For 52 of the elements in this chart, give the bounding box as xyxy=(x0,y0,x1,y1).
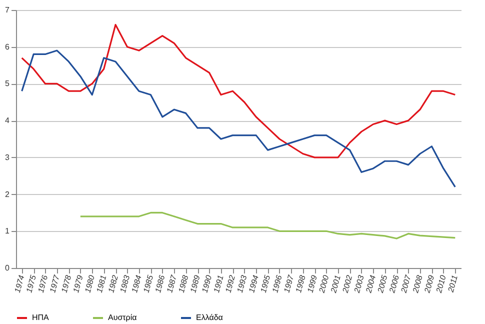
y-tick-label: 5 xyxy=(5,79,10,88)
x-tick-label: 2001 xyxy=(328,274,342,295)
x-tick-label: 1986 xyxy=(153,274,167,294)
x-tick-label: 1981 xyxy=(94,274,108,294)
x-tick-label: 1977 xyxy=(48,274,62,294)
x-tick-label: 2007 xyxy=(399,274,413,295)
x-tick-label: 2006 xyxy=(387,274,402,295)
x-tick-label: 1995 xyxy=(258,274,272,294)
line-series xyxy=(21,50,456,188)
x-tick-label: 1997 xyxy=(282,274,296,294)
x-tick-label: 2010 xyxy=(434,274,448,295)
x-tick-label: 1992 xyxy=(224,274,238,294)
y-tick-label: 2 xyxy=(5,190,10,199)
line-series xyxy=(80,212,456,240)
y-tick-label: 7 xyxy=(5,6,10,14)
x-tick-label: 2000 xyxy=(317,274,331,295)
x-tick-label: 1998 xyxy=(294,274,308,294)
y-tick-label: 4 xyxy=(5,116,10,126)
x-tick-label: 1978 xyxy=(60,274,74,294)
x-tick-label: 1976 xyxy=(36,274,50,294)
x-tick-label: 2005 xyxy=(376,274,390,295)
x-tick-label: 1988 xyxy=(176,274,190,294)
x-tick-label: 1993 xyxy=(235,274,249,294)
x-tick-label: 1979 xyxy=(71,274,85,294)
x-tick-label: 1996 xyxy=(270,274,284,294)
y-tick-label: 1 xyxy=(5,226,10,236)
x-tick-label: 2008 xyxy=(410,274,425,295)
x-tick-label: 1975 xyxy=(24,274,38,294)
x-tick-label: 1983 xyxy=(118,274,132,294)
x-tick-label: 1987 xyxy=(165,274,179,294)
x-tick-label: 1974 xyxy=(12,274,26,294)
x-tick-label: 1985 xyxy=(142,274,156,294)
legend-label: Αυστρία xyxy=(108,313,138,322)
x-tick-label: 2009 xyxy=(422,274,436,295)
y-tick-label: 6 xyxy=(5,42,10,52)
x-tick-label: 1984 xyxy=(130,274,144,294)
x-tick-label: 1990 xyxy=(200,274,214,294)
x-tick-label: 1999 xyxy=(306,274,320,294)
x-tick-label: 1991 xyxy=(212,274,226,294)
y-tick-label: 3 xyxy=(5,152,10,162)
legend-label: ΗΠΑ xyxy=(32,313,50,322)
x-tick-label: 2004 xyxy=(364,274,378,295)
x-tick-label: 2011 xyxy=(446,274,460,294)
legend-label: Ελλάδα xyxy=(196,313,224,322)
x-tick-label: 2003 xyxy=(352,274,366,295)
x-tick-label: 2002 xyxy=(340,274,354,295)
line-series xyxy=(21,24,456,158)
y-tick-label: 0 xyxy=(5,264,10,272)
x-tick-label: 1994 xyxy=(247,274,261,294)
x-tick-label: 1982 xyxy=(106,274,120,294)
x-tick-label: 1980 xyxy=(83,274,97,294)
x-tick-label: 1989 xyxy=(188,274,202,294)
